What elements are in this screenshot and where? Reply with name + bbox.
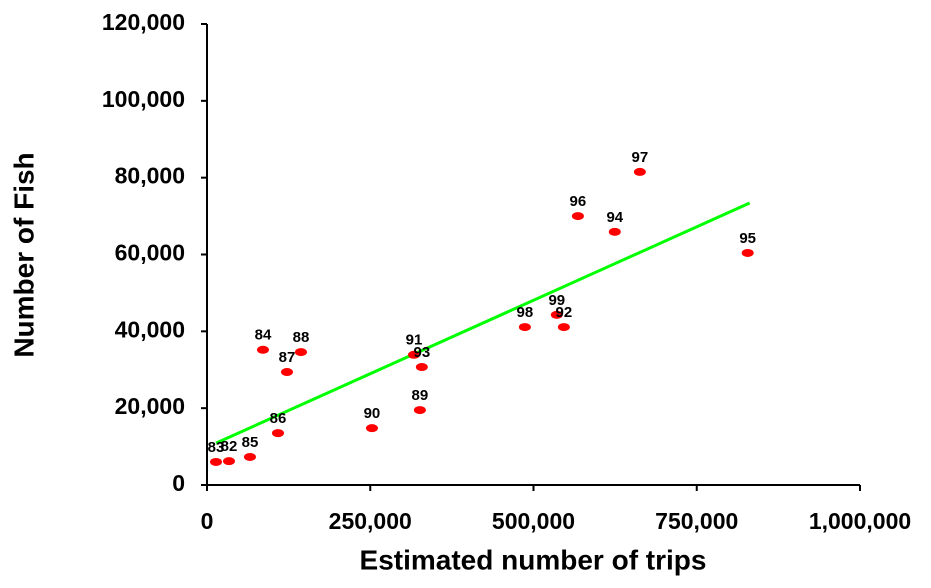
y-tick-label: 60,000 (115, 240, 185, 266)
x-tick-label: 0 (201, 508, 214, 534)
point (408, 350, 421, 359)
point-label: 88 (293, 329, 310, 346)
point-label: 93 (413, 344, 430, 361)
y-tick-label: 20,000 (115, 393, 185, 419)
point-label: 85 (242, 434, 259, 451)
point (557, 323, 570, 332)
x-tick-label: 500,000 (492, 508, 575, 534)
point-label: 97 (632, 149, 649, 166)
point (608, 227, 621, 236)
x-tick-label: 1,000,000 (809, 508, 911, 534)
point (413, 406, 426, 415)
point (550, 310, 563, 319)
point-label: 99 (548, 292, 565, 309)
point-label: 91 (406, 332, 423, 349)
point (280, 368, 293, 377)
y-axis-title: Number of Fish (8, 152, 39, 357)
point-label: 82 (221, 438, 238, 455)
point-label: 84 (255, 327, 272, 344)
x-tick-label: 750,000 (655, 508, 738, 534)
point-label: 94 (606, 209, 623, 226)
point (741, 248, 754, 257)
point (571, 212, 584, 221)
y-tick-label: 80,000 (115, 163, 185, 189)
point-label: 90 (364, 405, 381, 422)
trend-line (215, 201, 751, 445)
point-label: 86 (270, 410, 287, 427)
point (294, 348, 307, 357)
point (518, 323, 531, 332)
point (256, 345, 269, 354)
y-tick-label: 40,000 (115, 316, 185, 342)
point-label: 95 (739, 230, 756, 247)
point-label: 83 (208, 439, 225, 456)
y-tick-label: 0 (172, 470, 185, 496)
point-label: 87 (279, 349, 296, 366)
point (210, 457, 223, 466)
y-tick-label: 120,000 (102, 9, 185, 35)
point-label: 98 (517, 304, 534, 321)
point-label: 96 (570, 193, 587, 210)
x-tick-label: 250,000 (329, 508, 412, 534)
point (223, 457, 236, 466)
point (243, 452, 256, 461)
point (365, 424, 378, 433)
point (633, 167, 646, 176)
x-axis-title: Estimated number of trips (360, 544, 707, 575)
point-label: 89 (412, 387, 429, 404)
point-label: 92 (556, 304, 573, 321)
y-tick-label: 100,000 (102, 86, 185, 112)
point (271, 429, 284, 438)
point (415, 363, 428, 372)
